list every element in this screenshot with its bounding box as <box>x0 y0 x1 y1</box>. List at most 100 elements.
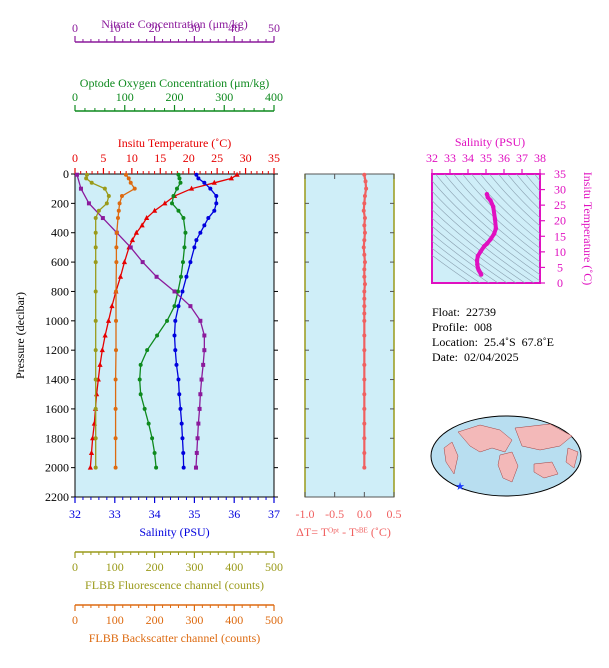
nitrate-data-point <box>78 186 83 191</box>
ts-temperature-tick-label: 10 <box>554 245 566 259</box>
salinity-data-point <box>179 421 184 426</box>
delta-t-data-point <box>362 194 367 199</box>
backscatter-data-point <box>113 348 118 353</box>
salinity-data-point <box>181 450 186 455</box>
backscatter-data-point <box>114 230 119 235</box>
oxygen-data-point <box>171 194 176 199</box>
nitrate-data-point <box>74 172 79 177</box>
fluorescence-profile-line <box>85 174 110 468</box>
temperature-tick-label: 35 <box>268 151 280 165</box>
delta-t-data-point <box>362 304 367 309</box>
oxygen-data-point <box>176 208 181 213</box>
ts-density-contour <box>453 174 540 256</box>
delta-t-tick-label: -1.0 <box>296 507 315 521</box>
backscatter-data-point <box>119 194 124 199</box>
fluorescence-data-point <box>93 465 98 470</box>
temperature-data-point <box>211 179 217 185</box>
salinity-tick-label: 33 <box>109 507 121 521</box>
ts-salinity-axis-title: Salinity (PSU) <box>455 135 525 149</box>
nitrate-data-point <box>188 304 193 309</box>
fluorescence-tick-label: 200 <box>146 560 164 574</box>
world-map-land <box>497 451 519 483</box>
world-map-land <box>443 441 459 475</box>
delta-t-data-point <box>362 216 367 221</box>
float-location-marker: ★ <box>455 481 465 493</box>
delta-t-data-point <box>362 267 367 272</box>
fluorescence-data-point <box>93 216 98 221</box>
ts-temperature-tick-label: 0 <box>557 276 563 290</box>
nitrate-data-point <box>86 201 91 206</box>
salinity-axis-title: Salinity (PSU) <box>139 525 209 539</box>
ts-density-contour <box>480 174 540 235</box>
salinity-data-point <box>181 465 186 470</box>
oxygen-data-point <box>165 318 170 323</box>
delta-t-data-point <box>362 282 367 287</box>
ts-data-point <box>488 198 493 203</box>
nitrate-tick-label: 20 <box>149 21 161 35</box>
fluorescence-data-point <box>96 208 101 213</box>
oxygen-data-point <box>177 176 182 181</box>
fluorescence-tick-label: 0 <box>72 560 78 574</box>
ts-density-contour <box>432 225 508 283</box>
ts-salinity-tick-label: 35 <box>480 151 492 165</box>
nitrate-tick-label: 40 <box>228 21 240 35</box>
ts-temperature-tick-label: 15 <box>554 229 566 243</box>
delta-t-tick-label: 0.0 <box>357 507 372 521</box>
fluorescence-data-point <box>93 245 98 250</box>
temperature-axis-title: Insitu Temperature (˚C) <box>118 136 232 150</box>
oxygen-data-point <box>180 260 185 265</box>
ts-data-point <box>474 258 480 263</box>
ts-data-point <box>475 253 481 259</box>
delta-t-plot-area <box>304 173 395 498</box>
salinity-data-point <box>177 392 182 397</box>
delta-t-data-point <box>362 296 367 301</box>
nitrate-tick-label: 10 <box>109 21 121 35</box>
fluorescence-data-point <box>93 289 98 294</box>
salinity-data-point <box>176 304 181 309</box>
fluorescence-data-point <box>93 436 98 441</box>
salinity-data-point <box>174 362 179 367</box>
oxygen-tick-label: 300 <box>215 90 233 104</box>
oxygen-data-point <box>172 304 177 309</box>
pressure-tick-label: 1800 <box>45 431 69 445</box>
pressure-tick-label: 1000 <box>45 314 69 328</box>
oxygen-data-point <box>178 274 183 279</box>
ts-density-contour <box>432 217 517 283</box>
oxygen-data-point <box>154 465 159 470</box>
ts-density-contour <box>432 200 535 283</box>
ts-density-contour <box>432 190 540 282</box>
delta-t-axis-title: ΔT= Tᴼᵖᵗ - Tˢᴮᴱ (˚C) <box>296 525 391 539</box>
delta-t-tick-label: -0.5 <box>325 507 344 521</box>
ts-salinity-tick-label: 34 <box>462 151 474 165</box>
delta-t-data-point <box>362 252 367 257</box>
delta-t-tick-label: 0.5 <box>387 507 402 521</box>
delta-t-data-point <box>362 311 367 316</box>
nitrate-data-point <box>193 465 198 470</box>
ts-density-contour <box>462 174 540 249</box>
salinity-data-point <box>176 377 181 382</box>
pressure-tick-label: 1400 <box>45 373 69 387</box>
ts-temperature-axis-title: Insitu Temperature (˚C) <box>581 172 595 286</box>
fluorescence-data-point <box>93 377 98 382</box>
nitrate-tick-label: 0 <box>72 21 78 35</box>
delta-t-data-point <box>362 392 367 397</box>
backscatter-data-point <box>113 436 118 441</box>
backscatter-axis-title: FLBB Backscatter channel (counts) <box>89 631 261 645</box>
nitrate-data-point <box>202 333 207 338</box>
salinity-data-point <box>202 223 207 228</box>
salinity-tick-label: 37 <box>268 507 280 521</box>
pressure-tick-label: 2200 <box>45 490 69 504</box>
ts-data-point <box>491 231 497 236</box>
delta-t-data-point <box>362 201 367 206</box>
ts-salinity-tick-label: 36 <box>498 151 510 165</box>
ts-density-contour <box>507 174 540 210</box>
backscatter-tick-label: 200 <box>146 613 164 627</box>
ts-density-contour <box>435 174 540 269</box>
profile-number-text: Profile: 008 <box>432 320 492 334</box>
fluorescence-data-point <box>93 230 98 235</box>
salinity-data-point <box>184 274 189 279</box>
temperature-tick-label: 5 <box>100 151 106 165</box>
backscatter-tick-label: 500 <box>265 613 283 627</box>
nitrate-data-point <box>154 274 159 279</box>
salinity-tick-label: 36 <box>228 507 240 521</box>
